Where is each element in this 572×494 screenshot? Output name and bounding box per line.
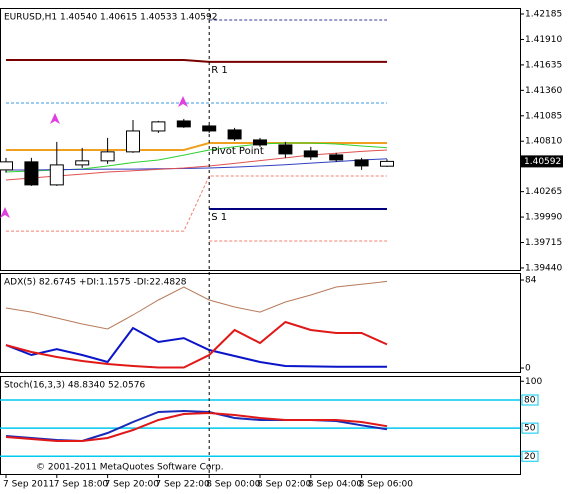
x-tick-label: 8 Sep 06:00	[359, 480, 414, 490]
series-line	[5, 411, 388, 442]
candle-body	[126, 130, 140, 153]
y-tick-label: 0	[525, 364, 531, 374]
y-tick-label: 1.39715	[525, 238, 562, 248]
y-tick-label: 1.42185	[525, 10, 562, 20]
y-tick-label: 1.40810	[525, 137, 562, 147]
y-tick-label: 100	[525, 377, 542, 387]
y-tick-label: 1.40265	[525, 187, 562, 197]
level-name: S 1	[211, 212, 227, 223]
fractal-arrow	[0, 207, 10, 218]
candle-body	[176, 120, 191, 128]
fractal-arrow	[178, 96, 188, 107]
y-tick-label: 1.41635	[525, 60, 562, 70]
y-tick-label: 1.41910	[525, 35, 562, 45]
x-tick-label: 8 Sep 00:00	[206, 480, 261, 490]
candle-body	[100, 151, 115, 162]
level-name: R 1	[211, 65, 228, 76]
panel-title: ADX(5) 82.6745 +DI:1.1575 -DI:22.4828	[4, 278, 187, 288]
panel-plot	[5, 280, 388, 369]
series-line	[6, 175, 387, 232]
level-box	[521, 394, 539, 406]
level-box	[521, 422, 539, 434]
series-line	[5, 320, 388, 369]
x-tick-label: 7 Sep 22:00	[155, 480, 210, 490]
y-tick-label: 84	[525, 276, 537, 286]
series-line	[5, 280, 388, 330]
panel-title: EURUSD,H1 1.40540 1.40615 1.40533 1.4059…	[4, 13, 217, 23]
x-tick-label: 7 Sep 20:00	[105, 480, 160, 490]
panel-title: Stoch(16,3,3) 48.8340 52.0576	[4, 381, 145, 391]
panel-plot	[0, 399, 520, 458]
candle-body	[354, 159, 369, 167]
candle-body	[75, 160, 90, 166]
y-tick-label: 1.41360	[525, 86, 562, 96]
candle-body	[380, 160, 394, 167]
series-line	[5, 149, 388, 181]
panel-plot	[0, 19, 394, 242]
series-line	[5, 326, 387, 368]
level-label: 80	[524, 396, 536, 406]
y-tick-label: 1.39440	[525, 263, 562, 273]
candle-body	[253, 139, 267, 146]
level-name: Pivot Point	[211, 146, 264, 157]
series-line	[6, 59, 387, 63]
level-box	[521, 450, 539, 462]
level-label: 20	[524, 452, 536, 462]
x-tick-label: 8 Sep 04:00	[308, 480, 363, 490]
copyright: © 2001-2011 MetaQuotes Software Corp.	[36, 463, 224, 473]
x-tick-label: 7 Sep 2011	[3, 480, 54, 490]
candle-body	[151, 121, 166, 132]
candle-body	[278, 144, 293, 155]
x-tick-label: 8 Sep 02:00	[257, 480, 312, 490]
panel-frame	[0, 376, 521, 475]
candle-body	[227, 129, 242, 140]
candle-body	[0, 161, 13, 171]
x-tick-label: 7 Sep 18:00	[54, 480, 109, 490]
price-box	[521, 155, 563, 168]
y-tick-label: 1.41085	[525, 111, 562, 121]
candle-body	[329, 154, 344, 161]
fractal-arrow	[50, 113, 60, 124]
candle-body	[303, 150, 318, 158]
y-tick-label: 1.39990	[525, 213, 562, 223]
series-line	[6, 158, 388, 171]
price-label: 1.40592	[524, 157, 561, 167]
candle-body	[24, 161, 39, 186]
candle-body	[49, 164, 64, 186]
level-label: 50	[524, 424, 536, 434]
